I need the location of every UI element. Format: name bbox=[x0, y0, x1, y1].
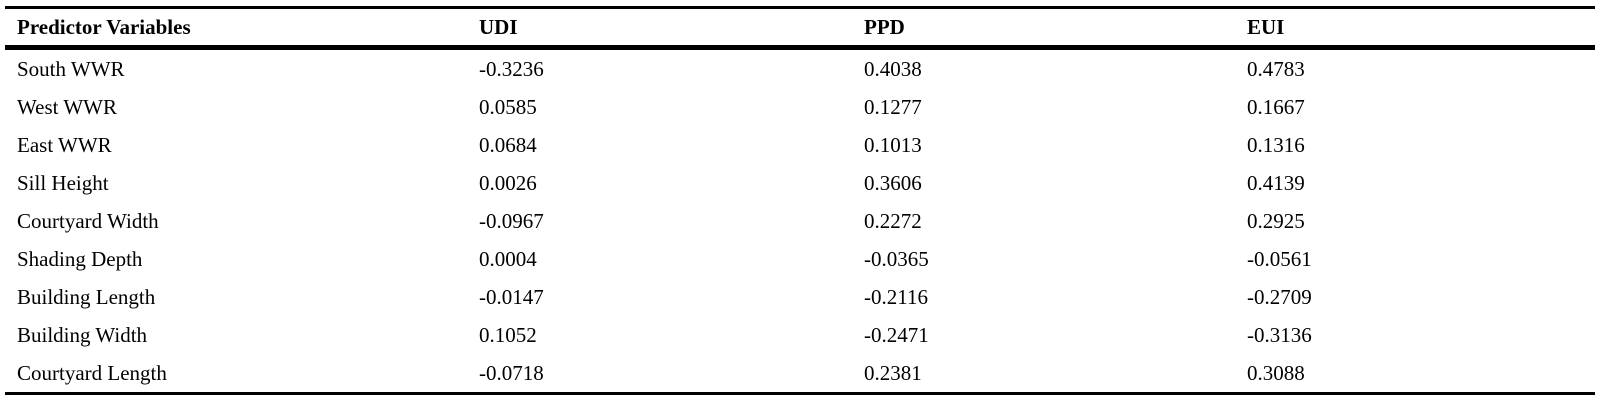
table-cell: 0.1052 bbox=[479, 322, 537, 347]
data-table: Predictor Variables UDI PPD EUI South WWR -0… bbox=[5, 6, 1595, 395]
table-row: Sill Height 0.0026 0.3606 0.4139 bbox=[5, 164, 1595, 202]
table-cell: -0.0365 bbox=[864, 246, 929, 271]
table-cell: 0.0004 bbox=[479, 246, 537, 271]
table-cell: -0.0718 bbox=[479, 360, 544, 385]
table-cell: -0.2116 bbox=[864, 284, 928, 309]
table-cell: 0.2272 bbox=[864, 208, 922, 233]
table-cell: -0.0561 bbox=[1247, 246, 1312, 271]
table-cell: Building Length bbox=[17, 284, 156, 309]
table-cell: 0.2381 bbox=[864, 360, 922, 385]
table-cell: -0.2471 bbox=[864, 322, 929, 347]
table-row: Courtyard Length -0.0718 0.2381 0.3088 bbox=[5, 354, 1595, 394]
table-cell: 0.4038 bbox=[864, 56, 922, 81]
table-cell: East WWR bbox=[17, 132, 112, 157]
table-cell: Courtyard Width bbox=[17, 208, 159, 233]
table-row: South WWR -0.3236 0.4038 0.4783 bbox=[5, 48, 1595, 89]
table-cell: 0.1316 bbox=[1247, 132, 1305, 157]
table-cell: 0.0026 bbox=[479, 170, 537, 195]
table-cell: 0.3088 bbox=[1247, 360, 1305, 385]
table-row: East WWR 0.0684 0.1013 0.1316 bbox=[5, 126, 1595, 164]
table-cell: -0.2709 bbox=[1247, 284, 1312, 309]
table-cell: Courtyard Length bbox=[17, 360, 167, 385]
table-cell: -0.3236 bbox=[479, 56, 544, 81]
table-cell: 0.3606 bbox=[864, 170, 922, 195]
table-body: South WWR -0.3236 0.4038 0.4783 West WWR 0.05… bbox=[5, 48, 1595, 394]
header-cell: EUI bbox=[1247, 14, 1285, 39]
table-cell: Shading Depth bbox=[17, 246, 143, 271]
table-row: Shading Depth 0.0004 -0.0365 -0.0561 bbox=[5, 240, 1595, 278]
header-cell: UDI bbox=[479, 14, 518, 39]
table-cell: -0.0147 bbox=[479, 284, 544, 309]
table-cell: 0.4783 bbox=[1247, 56, 1305, 81]
table-row: West WWR 0.0585 0.1277 0.1667 bbox=[5, 88, 1595, 126]
table-cell: 0.0684 bbox=[479, 132, 537, 157]
table-cell: 0.1013 bbox=[864, 132, 922, 157]
table-cell: 0.1277 bbox=[864, 94, 922, 119]
header-cell: Predictor Variables bbox=[17, 14, 191, 39]
table-cell: -0.3136 bbox=[1247, 322, 1312, 347]
header-cell: PPD bbox=[864, 14, 905, 39]
table-row: Courtyard Width -0.0967 0.2272 0.2925 bbox=[5, 202, 1595, 240]
table-cell: West WWR bbox=[17, 94, 117, 119]
header-row: Predictor Variables UDI PPD EUI bbox=[5, 7, 1595, 48]
table-cell: 0.1667 bbox=[1247, 94, 1305, 119]
table-cell: Building Width bbox=[17, 322, 148, 347]
table-cell: Sill Height bbox=[17, 170, 109, 195]
table-cell: 0.0585 bbox=[479, 94, 537, 119]
table-cell: 0.4139 bbox=[1247, 170, 1305, 195]
table-cell: 0.2925 bbox=[1247, 208, 1305, 233]
table-row: Building Length -0.0147 -0.2116 -0.2709 bbox=[5, 278, 1595, 316]
table-cell: -0.0967 bbox=[479, 208, 544, 233]
table-cell: South WWR bbox=[17, 56, 125, 81]
table-row: Building Width 0.1052 -0.2471 -0.3136 bbox=[5, 316, 1595, 354]
